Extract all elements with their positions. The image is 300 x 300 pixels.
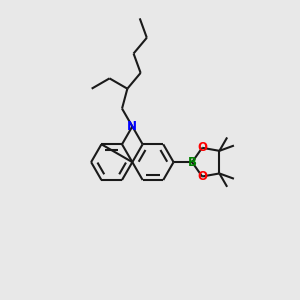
Text: O: O [197,141,207,154]
Text: O: O [197,170,207,183]
Text: B: B [188,156,196,169]
Text: N: N [127,120,137,133]
